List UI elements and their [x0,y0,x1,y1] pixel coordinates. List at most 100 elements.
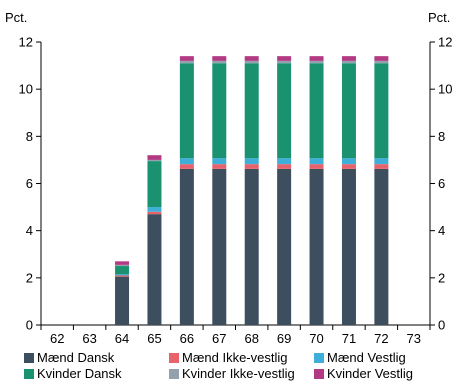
x-tick-label: 65 [147,331,161,345]
bar-segment [212,164,227,169]
bar-segment [309,56,324,61]
y-axis-unit-left: Pct. [5,10,28,25]
bar-segment [374,56,389,61]
bar-segment [341,158,356,165]
bar-segment [277,63,292,159]
y-tick-label-left: 6 [26,176,33,191]
x-tick-label: 69 [277,331,291,345]
legend-item: Mænd Vestlig [314,350,406,366]
y-axis-unit-right: Pct. [428,10,451,25]
bar-segment [244,164,259,169]
legend-label: Kvinder Ikke-vestlig [182,366,295,381]
bar-segment [341,60,356,64]
x-tick-label: 73 [407,331,421,345]
y-tick-label-right: 2 [438,270,445,285]
bar-segment [277,158,292,165]
bar-segment [277,56,292,61]
legend-label: Mænd Dansk [37,350,115,365]
bar-segment [374,63,389,159]
y-tick-label-left: 10 [19,82,33,97]
bar-segment [341,164,356,169]
legend-label: Mænd Vestlig [327,350,406,365]
bar-segment [212,56,227,61]
bar-segment [179,63,194,159]
x-tick-label: 70 [309,331,323,345]
x-tick-label: 68 [244,331,258,345]
bar-segment [212,60,227,64]
bar-segment [244,168,259,325]
bar-segment [244,63,259,159]
bar-segment [147,207,162,212]
bar-segment [309,63,324,159]
legend-item: Mænd Dansk [24,350,114,366]
bar-segment [309,168,324,325]
bar-segment [341,168,356,325]
x-tick-label: 62 [50,331,64,345]
bar-segment [341,63,356,159]
bar-segment [115,276,130,325]
legend-item: Mænd Ikke-vestlig [169,350,287,366]
bar-segment [115,274,130,276]
bar-segment [147,155,162,160]
bar-segment [309,164,324,169]
bar-segment [115,266,130,275]
x-tick-label: 71 [342,331,356,345]
x-tick-label: 72 [374,331,388,345]
bar-segment [147,211,162,215]
legend-label: Kvinder Vestlig [327,366,413,381]
y-tick-label-left: 4 [26,223,33,238]
bar-segment [115,275,130,277]
bar-segment [277,164,292,169]
y-tick-label-left: 8 [26,129,33,144]
bar-segment [147,214,162,325]
y-tick-label-right: 12 [438,35,452,50]
bar-segment [309,60,324,64]
bar-segment [212,168,227,325]
legend-swatch [314,353,324,363]
bar-segment [147,161,162,208]
bar-segment [244,56,259,61]
y-tick-label-right: 0 [438,318,445,333]
bar-segment [179,158,194,165]
bar-segment [115,264,130,267]
legend-item: Kvinder Dansk [24,366,122,382]
y-tick-label-right: 4 [438,223,445,238]
bar-segment [179,168,194,325]
legend-swatch [314,369,324,379]
bar-segment [212,63,227,159]
y-tick-label-left: 0 [26,318,33,333]
bar-segment [374,60,389,64]
bar-segment [374,158,389,165]
legend-swatch [169,369,179,379]
bar-segment [341,56,356,61]
legend-swatch [24,353,34,363]
bar-segment [115,261,130,265]
y-tick-label-left: 2 [26,270,33,285]
legend-label: Mænd Ikke-vestlig [182,350,288,365]
bar-segment [179,56,194,61]
bar-segment [309,158,324,165]
bar-segment [374,164,389,169]
legend-swatch [24,369,34,379]
legend-item: Kvinder Ikke-vestlig [169,366,295,382]
y-tick-label-right: 8 [438,129,445,144]
legend-label: Kvinder Dansk [37,366,122,381]
bar-segment [212,158,227,165]
bar-segment [179,60,194,64]
x-tick-label: 66 [180,331,194,345]
y-tick-label-right: 10 [438,82,452,97]
legend-item: Kvinder Vestlig [314,366,413,382]
bar-segment [277,60,292,64]
bar-segment [179,164,194,169]
y-tick-label-right: 6 [438,176,445,191]
bar-segment [277,168,292,325]
x-tick-label: 63 [82,331,96,345]
x-tick-label: 64 [115,331,129,345]
x-tick-label: 67 [212,331,226,345]
bar-segment [244,158,259,165]
y-tick-label-left: 12 [19,35,33,50]
bar-segment [244,60,259,64]
bar-segment [147,159,162,162]
legend-swatch [169,353,179,363]
